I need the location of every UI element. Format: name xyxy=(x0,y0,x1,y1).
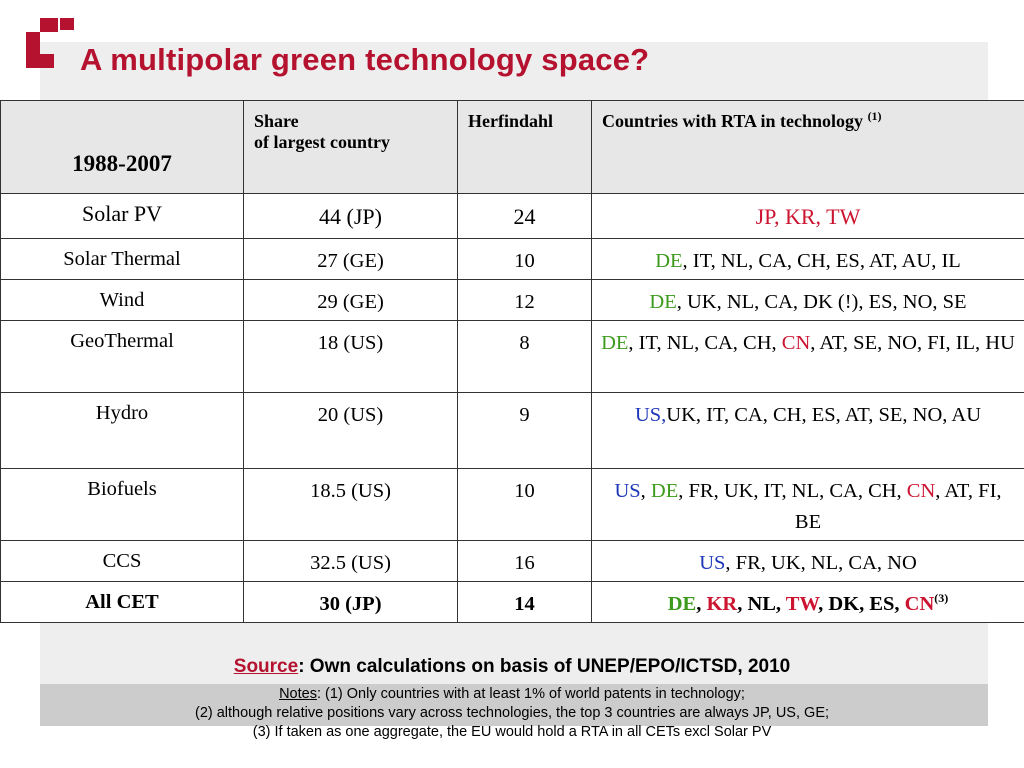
share-cell: 27 (GE) xyxy=(243,238,458,280)
country-segment: CN xyxy=(904,593,935,615)
share-cell: 20 (US) xyxy=(243,392,458,469)
share-cell: 44 (JP) xyxy=(243,193,458,239)
source-line: Source: Own calculations on basis of UNE… xyxy=(0,656,1024,678)
share-cell: 29 (GE) xyxy=(243,279,458,321)
share-cell: 32.5 (US) xyxy=(243,540,458,582)
countries-cell: DE, IT, NL, CA, CH, CN, AT, SE, NO, FI, … xyxy=(591,320,1024,393)
notes-line-3: (3) If taken as one aggregate, the EU wo… xyxy=(252,724,772,740)
header-countries: Countries with RTA in technology (1) xyxy=(591,100,1024,194)
header-countries-footnote: (1) xyxy=(867,109,882,123)
notes-block: Notes: (1) Only countries with at least … xyxy=(0,685,1024,742)
header-period: 1988-2007 xyxy=(0,100,244,194)
tech-cell: All CET xyxy=(0,581,244,623)
country-segment: , IT, NL, CA, CH, ES, AT, AU, IL xyxy=(682,250,961,272)
header-countries-label: Countries with RTA in technology xyxy=(602,111,868,131)
country-segment: , xyxy=(696,593,707,615)
slide-title: A multipolar green technology space? xyxy=(80,42,650,77)
tech-cell: Solar Thermal xyxy=(0,238,244,280)
table-row: Hydro 20 (US) 9 US,UK, IT, CA, CH, ES, AT, … xyxy=(0,392,1024,469)
source-label: Source xyxy=(233,656,299,677)
source-text: : Own calculations on basis of UNEP/EPO/… xyxy=(298,656,791,677)
table-row: Biofuels 18.5 (US) 10 US, DE, FR, UK, IT, N… xyxy=(0,468,1024,541)
rta-table: 1988-2007 Share of largest country Herfi… xyxy=(0,100,1024,623)
share-cell: 30 (JP) xyxy=(243,581,458,623)
herfindahl-cell: 16 xyxy=(457,540,592,582)
tech-cell: Hydro xyxy=(0,392,244,469)
table-row: Solar Thermal 27 (GE) 10 DE, IT, NL, CA, CH… xyxy=(0,238,1024,280)
table-row: CCS 32.5 (US) 16 US, FR, UK, NL, CA, NO xyxy=(0,540,1024,582)
tech-cell: CCS xyxy=(0,540,244,582)
countries-cell: US, DE, FR, UK, IT, NL, CA, CH, CN, AT, … xyxy=(591,468,1024,541)
country-segment: DE xyxy=(667,593,697,615)
header-share-line2: of largest country xyxy=(254,132,390,152)
header-share: Share of largest country xyxy=(243,100,458,194)
country-segment: US, xyxy=(634,404,667,426)
country-segment: , UK, NL, CA, DK (!), ES, NO, SE xyxy=(676,291,967,313)
country-segment: KR xyxy=(706,593,738,615)
table-row: Wind 29 (GE) 12 DE, UK, NL, CA, DK (!), ES,… xyxy=(0,279,1024,321)
herfindahl-cell: 9 xyxy=(457,392,592,469)
tech-cell: GeoThermal xyxy=(0,320,244,393)
countries-cell: US, FR, UK, NL, CA, NO xyxy=(591,540,1024,582)
share-cell: 18 (US) xyxy=(243,320,458,393)
country-segment: US xyxy=(699,552,726,574)
country-segment: DE xyxy=(655,250,683,272)
country-segment: , xyxy=(640,480,651,502)
country-segment: DE xyxy=(649,291,677,313)
tech-cell: Biofuels xyxy=(0,468,244,541)
red-square-corner-logo xyxy=(26,18,74,68)
countries-cell: DE, IT, NL, CA, CH, ES, AT, AU, IL xyxy=(591,238,1024,280)
country-segment: , DK, ES, xyxy=(818,593,905,615)
header-herfindahl: Herfindahl xyxy=(457,100,592,194)
country-segment: , AT, SE, NO, FI, IL, HU xyxy=(810,332,1015,354)
table-header-row: 1988-2007 Share of largest country Herfi… xyxy=(0,100,1024,194)
country-segment: TW xyxy=(785,593,819,615)
table-row: All CET 30 (JP) 14 DE, KR, NL, TW, DK, ES, … xyxy=(0,581,1024,623)
countries-cell: JP, KR, TW xyxy=(591,193,1024,239)
countries-cell: US,UK, IT, CA, CH, ES, AT, SE, NO, AU xyxy=(591,392,1024,469)
country-segment: , NL, xyxy=(737,593,786,615)
notes-line-2: (2) although relative positions vary acr… xyxy=(194,705,830,721)
tech-cell: Wind xyxy=(0,279,244,321)
country-segment: CN xyxy=(906,480,936,502)
countries-cell: DE, UK, NL, CA, DK (!), ES, NO, SE xyxy=(591,279,1024,321)
country-segment: , IT, NL, CA, CH, xyxy=(628,332,782,354)
tech-cell: Solar PV xyxy=(0,193,244,239)
country-segment: DE xyxy=(650,480,679,502)
notes-line1-text: : (1) Only countries with at least 1% of… xyxy=(316,686,745,702)
herfindahl-cell: 10 xyxy=(457,238,592,280)
country-segment: , AT, FI, BE xyxy=(794,480,1002,533)
share-cell: 18.5 (US) xyxy=(243,468,458,541)
footnote-marker: (3) xyxy=(934,591,949,606)
notes-line-1: Notes: (1) Only countries with at least … xyxy=(0,685,1024,704)
herfindahl-cell: 8 xyxy=(457,320,592,393)
herfindahl-cell: 12 xyxy=(457,279,592,321)
notes-band xyxy=(40,684,988,726)
country-segment: , FR, UK, IT, NL, CA, CH, xyxy=(678,480,907,502)
herfindahl-cell: 14 xyxy=(457,581,592,623)
table-row: Solar PV 44 (JP) 24 JP, KR, TW xyxy=(0,193,1024,239)
country-segment: JP, KR, TW xyxy=(755,204,861,229)
countries-cell: DE, KR, NL, TW, DK, ES, CN(3) xyxy=(591,581,1024,623)
country-segment: US xyxy=(614,480,641,502)
country-segment: , FR, UK, NL, CA, NO xyxy=(725,552,917,574)
country-segment: DE xyxy=(601,332,629,354)
country-segment: UK, IT, CA, CH, ES, AT, SE, NO, AU xyxy=(666,404,982,426)
herfindahl-cell: 10 xyxy=(457,468,592,541)
herfindahl-cell: 24 xyxy=(457,193,592,239)
country-segment: CN xyxy=(781,332,811,354)
notes-label: Notes xyxy=(279,686,317,702)
header-share-line1: Share xyxy=(254,111,299,131)
table-row: GeoThermal 18 (US) 8 DE, IT, NL, CA, CH, CN… xyxy=(0,320,1024,393)
